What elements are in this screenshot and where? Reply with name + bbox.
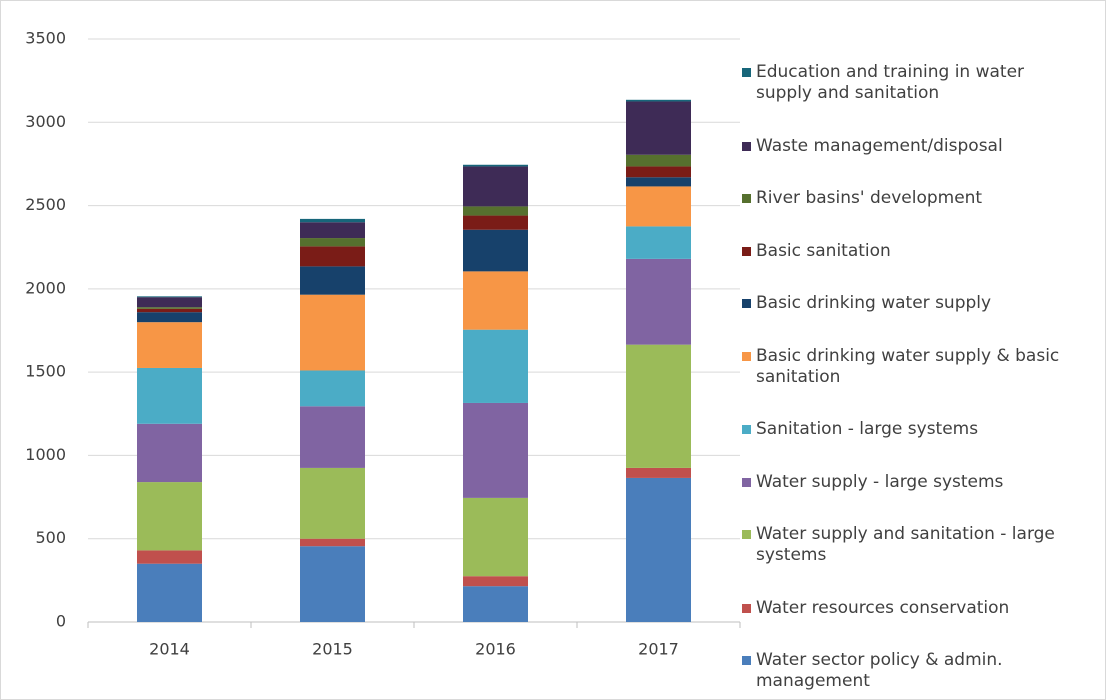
bar-segment bbox=[463, 497, 528, 577]
bar-segment bbox=[626, 344, 691, 468]
y-tick-label: 500 bbox=[35, 528, 66, 547]
legend-swatch bbox=[742, 351, 751, 361]
bar-segment bbox=[463, 164, 528, 167]
bar-segment bbox=[137, 367, 202, 424]
legend-swatch bbox=[742, 246, 751, 256]
bar-segment bbox=[463, 215, 528, 230]
x-tick-label: 2015 bbox=[312, 640, 353, 659]
legend: Education and training in water supply a… bbox=[742, 62, 1077, 692]
legend-swatch bbox=[742, 603, 751, 613]
bar-segment bbox=[626, 467, 691, 478]
legend-label: Basic drinking water supply bbox=[756, 293, 992, 313]
legend-item: Education and training in water supply a… bbox=[742, 62, 1077, 104]
bar-segment bbox=[137, 312, 202, 323]
y-tick-label: 2000 bbox=[25, 278, 66, 297]
bar-segment bbox=[463, 271, 528, 330]
legend-label: Water supply - large systems bbox=[756, 471, 1004, 492]
bar-segment bbox=[300, 266, 365, 295]
legend-label: Water resources conservation bbox=[756, 597, 1010, 618]
legend-item: Sanitation - large systems bbox=[742, 419, 1077, 440]
bar-segment bbox=[626, 166, 691, 178]
legend-label: River basins' development bbox=[756, 188, 983, 208]
bar-segment bbox=[463, 576, 528, 587]
bar-segment bbox=[137, 322, 202, 368]
legend-label: Sanitation - large systems bbox=[756, 419, 979, 439]
bar-segment bbox=[137, 550, 202, 564]
y-tick-label: 1500 bbox=[25, 362, 66, 381]
bar-segment bbox=[137, 308, 202, 313]
bar-segment bbox=[300, 218, 365, 223]
legend-item: Water resources conservation bbox=[742, 598, 1077, 619]
legend-item: Basic drinking water supply bbox=[742, 293, 1077, 314]
legend-swatch bbox=[742, 141, 751, 151]
bar-segment bbox=[626, 258, 691, 345]
legend-label: Basic drinking water supply & basic sani… bbox=[756, 345, 1060, 387]
legend-label: Basic sanitation bbox=[756, 240, 891, 261]
bar-segment bbox=[463, 166, 528, 207]
legend-swatch bbox=[742, 299, 751, 308]
legend-item: Waste management/disposal bbox=[742, 136, 1077, 157]
bar-segment bbox=[626, 99, 691, 102]
bar-segment bbox=[300, 406, 365, 468]
legend-label: Education and training in water supply a… bbox=[756, 62, 1025, 103]
y-tick-label: 0 bbox=[56, 612, 66, 631]
legend-swatch bbox=[742, 68, 751, 77]
bar-segment bbox=[626, 186, 691, 227]
bar-segment bbox=[300, 546, 365, 622]
legend-item: Basic sanitation bbox=[742, 241, 1077, 262]
legend-item: Water sector policy & admin. management bbox=[742, 650, 1077, 692]
x-tick-label: 2014 bbox=[149, 640, 190, 659]
bar-segment bbox=[300, 238, 365, 247]
legend-label: Waste management/disposal bbox=[756, 135, 1003, 156]
bar-segment bbox=[137, 563, 202, 622]
legend-swatch bbox=[742, 194, 751, 203]
bar-segment bbox=[137, 297, 202, 308]
bar-segment bbox=[300, 370, 365, 407]
legend-swatch bbox=[742, 656, 751, 665]
bar-segment bbox=[300, 294, 365, 371]
bar-segment bbox=[463, 402, 528, 498]
legend-swatch bbox=[742, 477, 751, 487]
x-tick-label: 2016 bbox=[475, 640, 516, 659]
bar-segment bbox=[300, 538, 365, 547]
legend-item: Basic drinking water supply & basic sani… bbox=[742, 346, 1077, 388]
y-tick-label: 3000 bbox=[25, 112, 66, 131]
bar-segment bbox=[300, 246, 365, 267]
legend-label: Water sector policy & admin. management bbox=[756, 650, 1003, 691]
legend-item: Water supply - large systems bbox=[742, 472, 1077, 493]
bar-segment bbox=[463, 329, 528, 403]
bar-segment bbox=[300, 467, 365, 539]
bar-segment bbox=[137, 296, 202, 298]
bar-segment bbox=[463, 586, 528, 622]
bar-segment bbox=[626, 177, 691, 187]
legend-item: Water supply and sanitation - large syst… bbox=[742, 524, 1077, 566]
bar-segment bbox=[137, 423, 202, 483]
bar-segment bbox=[626, 477, 691, 622]
bar-segment bbox=[626, 226, 691, 259]
bar-segment bbox=[463, 206, 528, 216]
x-tick-label: 2017 bbox=[638, 640, 679, 659]
bar-segment bbox=[137, 307, 202, 309]
y-tick-label: 3500 bbox=[25, 29, 66, 48]
y-tick-label: 1000 bbox=[25, 445, 66, 464]
bar-segment bbox=[626, 154, 691, 167]
bar-segment bbox=[137, 482, 202, 551]
legend-label: Water supply and sanitation - large syst… bbox=[756, 524, 1055, 565]
bar-segment bbox=[626, 101, 691, 155]
y-tick-label: 2500 bbox=[25, 195, 66, 214]
legend-swatch bbox=[742, 530, 751, 539]
legend-swatch bbox=[742, 425, 751, 434]
bar-segment bbox=[300, 222, 365, 239]
legend-item: River basins' development bbox=[742, 188, 1077, 209]
bar-segment bbox=[463, 229, 528, 272]
